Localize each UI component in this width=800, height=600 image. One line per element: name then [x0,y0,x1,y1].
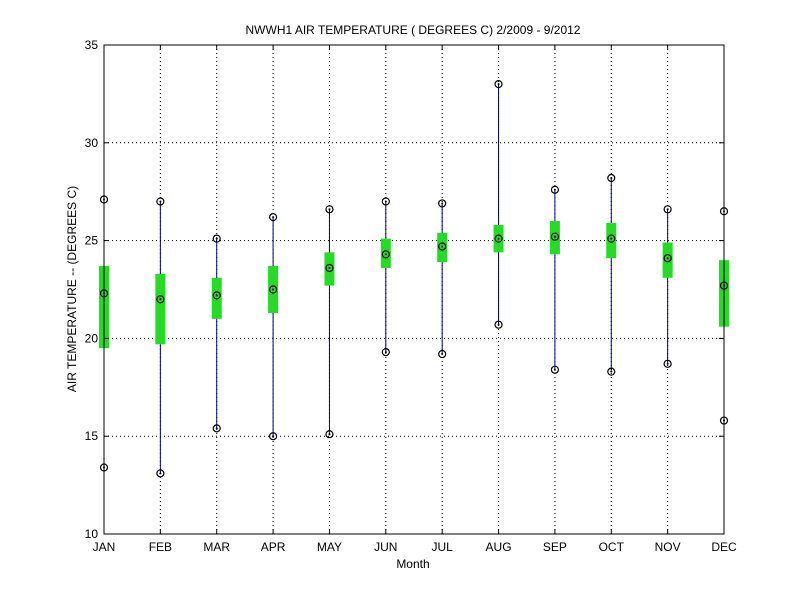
x-axis-label: Month [396,557,429,571]
y-tick-label: 15 [85,429,99,443]
max-marker [381,197,390,206]
min-marker [325,430,334,439]
y-tick-label: 25 [85,234,99,248]
min-marker-dot [159,472,162,475]
x-tick-label: APR [261,540,286,554]
max-marker [156,197,165,206]
y-tick-label: 35 [85,38,99,52]
max-marker-dot [215,237,218,240]
x-tick-label: JAN [93,540,116,554]
max-marker [494,80,503,89]
plot-area-frame [103,44,725,535]
median-marker [325,263,334,273]
max-marker [607,173,616,183]
x-tick-label: OCT [599,540,625,554]
max-marker [663,205,672,214]
median-marker [438,242,447,251]
median-marker [381,250,390,259]
max-marker-dot [610,177,613,180]
max-marker [438,199,447,208]
max-marker-dot [159,200,162,203]
max-marker [550,185,560,194]
y-tick-label: 30 [85,136,99,150]
min-marker [607,367,616,376]
min-marker-dot [610,370,613,373]
min-marker [550,365,560,374]
y-axis-label: AIR TEMPERATURE -- (DEGREES C) [65,186,79,392]
median-marker [663,254,672,263]
min-marker-dot [666,362,669,365]
min-marker-dot [328,433,331,436]
min-marker-dot [384,351,387,354]
x-tick-label: FEB [149,540,172,554]
median-marker [268,285,278,294]
x-axis-ticks: JAN FEB MAR APR MAY JUN JUL AUG SEP OCT NOV DEC [93,45,737,554]
x-tick-label: MAR [203,540,230,554]
plot-data [99,80,729,478]
min-marker [381,347,390,357]
max-marker [212,234,221,243]
min-marker [156,469,165,478]
median-marker-dot [159,298,162,301]
median-marker [156,295,165,304]
median-marker [550,232,560,241]
chart-title: NWWH1 AIR TEMPERATURE ( DEGREES C) 2/200… [246,23,581,37]
max-marker-dot [441,202,444,205]
iqr-box [155,273,166,345]
min-marker [438,349,447,359]
x-tick-label: SEP [543,540,567,554]
median-marker-dot [610,237,613,240]
min-marker [212,424,221,433]
max-marker-dot [328,208,331,211]
median-marker [212,291,221,300]
min-marker [663,359,672,368]
x-tick-label: AUG [486,540,512,554]
median-marker-dot [497,237,500,240]
max-marker [268,213,278,222]
median-marker [494,234,503,243]
y-axis-ticks: 10 15 20 25 30 35 [85,38,724,541]
x-tick-label: NOV [655,540,681,554]
y-tick-label: 20 [85,331,99,345]
median-marker-dot [666,257,669,260]
y-tick-label: 10 [85,527,99,541]
max-marker-dot [384,200,387,203]
max-marker-dot [553,188,556,191]
min-marker-dot [441,353,444,356]
median-marker-dot [441,245,444,248]
iqr-box [662,242,673,278]
x-tick-label: MAY [317,540,342,554]
median-marker-dot [215,294,218,297]
min-marker [494,320,503,329]
iqr-box [606,222,617,259]
median-marker-dot [384,253,387,256]
grid-lines [104,45,724,534]
min-marker [268,432,278,441]
max-marker-dot [497,83,500,86]
median-marker [607,234,616,243]
median-marker-dot [328,266,331,269]
x-tick-label: JUN [374,540,397,554]
x-tick-label: JUL [432,540,454,554]
median-marker-dot [272,288,275,291]
median-marker-dot [553,235,556,238]
max-marker-dot [666,208,669,211]
x-tick-label: DEC [711,540,737,554]
min-marker-dot [215,427,218,430]
min-marker-dot [497,323,500,326]
max-marker-dot [272,216,275,219]
max-marker [325,205,334,214]
min-marker-dot [272,435,275,438]
min-marker-dot [553,368,556,371]
